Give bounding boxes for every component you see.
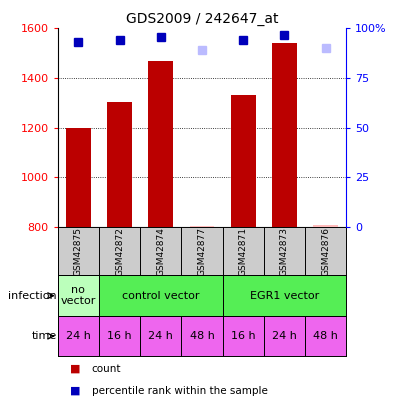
Text: 24 h: 24 h xyxy=(148,331,173,341)
Bar xyxy=(231,95,256,227)
Bar xyxy=(181,316,222,356)
Title: GDS2009 / 242647_at: GDS2009 / 242647_at xyxy=(126,12,278,26)
Text: control vector: control vector xyxy=(122,291,199,301)
Bar xyxy=(99,316,140,356)
Bar xyxy=(148,61,173,227)
Bar xyxy=(107,102,132,227)
Text: GSM42877: GSM42877 xyxy=(197,227,207,275)
Text: GSM42875: GSM42875 xyxy=(74,227,83,275)
Bar xyxy=(264,316,305,356)
Text: percentile rank within the sample: percentile rank within the sample xyxy=(92,386,267,396)
Text: GSM42874: GSM42874 xyxy=(156,227,165,275)
Text: 24 h: 24 h xyxy=(66,331,91,341)
Text: 48 h: 48 h xyxy=(313,331,338,341)
Text: 16 h: 16 h xyxy=(231,331,256,341)
Text: 16 h: 16 h xyxy=(107,331,132,341)
Bar xyxy=(58,316,99,356)
Bar xyxy=(99,275,222,316)
Bar xyxy=(313,225,338,227)
Text: time: time xyxy=(31,331,57,341)
Text: count: count xyxy=(92,364,121,373)
Text: GSM42872: GSM42872 xyxy=(115,227,124,275)
Bar xyxy=(58,275,99,316)
Bar xyxy=(189,226,215,227)
Bar xyxy=(222,275,346,316)
Text: GSM42876: GSM42876 xyxy=(321,227,330,275)
Bar xyxy=(222,316,264,356)
Bar xyxy=(272,43,297,227)
Bar xyxy=(305,316,346,356)
Bar xyxy=(66,128,91,227)
Text: GSM42871: GSM42871 xyxy=(239,227,248,275)
Text: GSM42873: GSM42873 xyxy=(280,227,289,275)
Text: 48 h: 48 h xyxy=(189,331,215,341)
Text: no
vector: no vector xyxy=(60,285,96,307)
Text: ■: ■ xyxy=(70,386,80,396)
Text: EGR1 vector: EGR1 vector xyxy=(250,291,319,301)
Text: infection: infection xyxy=(8,291,57,301)
Bar xyxy=(140,316,181,356)
Text: ■: ■ xyxy=(70,364,80,373)
Text: 24 h: 24 h xyxy=(272,331,297,341)
